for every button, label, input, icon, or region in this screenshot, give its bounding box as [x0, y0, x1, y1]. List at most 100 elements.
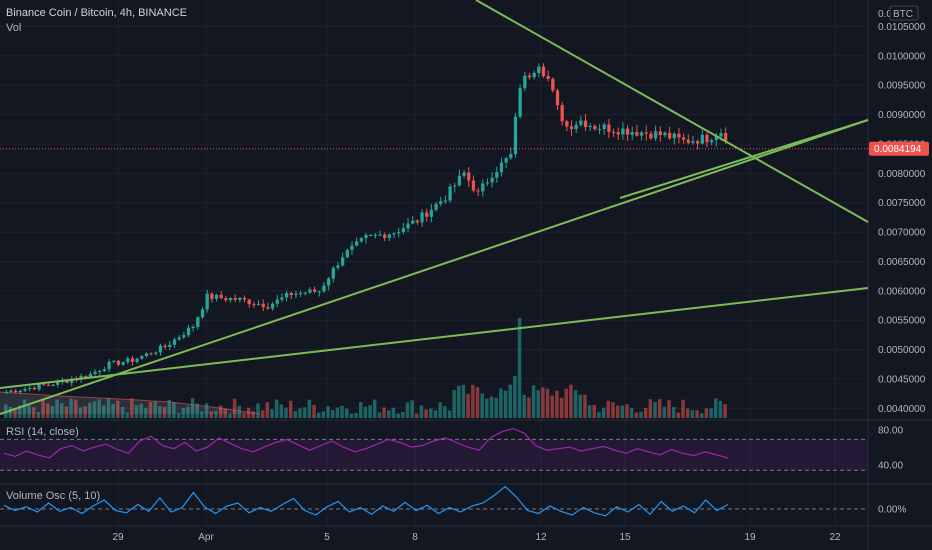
volume-bar	[204, 403, 209, 418]
candle-body	[238, 297, 242, 300]
candle-body	[65, 381, 69, 383]
candle-body	[56, 381, 60, 385]
candle-body	[233, 298, 237, 300]
candle-body	[200, 309, 205, 318]
candle-body	[616, 132, 620, 135]
candle-body	[401, 228, 406, 233]
volume-bar	[335, 407, 340, 418]
volume-bar	[270, 409, 274, 418]
volume-bar	[690, 410, 695, 418]
volume-bar	[433, 410, 438, 418]
rsi-line	[3, 427, 729, 459]
volume-bar	[316, 412, 321, 418]
candle-body	[644, 132, 648, 134]
candle-body	[18, 390, 22, 393]
candle-body	[425, 212, 429, 217]
volume-bar	[368, 405, 372, 418]
volume-bar	[643, 407, 648, 418]
candle-body	[144, 353, 149, 356]
volume-bar	[358, 402, 363, 418]
candle-body	[135, 358, 139, 362]
rsi-tick-label: 80.00	[878, 426, 903, 437]
volume-bar	[167, 399, 171, 418]
volume-bar	[102, 405, 106, 418]
candle-body	[625, 128, 630, 135]
candle-body	[653, 131, 658, 139]
volume-bar	[485, 398, 489, 418]
volume-bar	[172, 402, 176, 418]
price-tick-label: 0.0075000	[878, 198, 926, 209]
price-tick-label: 0.0050000	[878, 345, 926, 356]
candle-body	[149, 353, 153, 355]
candle-body	[294, 293, 298, 295]
volume-bar	[228, 413, 232, 418]
volume-bar	[606, 400, 611, 418]
volume-bar	[653, 401, 657, 418]
volume-bar	[237, 405, 242, 418]
volume-bar	[709, 408, 713, 418]
volume-bar	[592, 404, 597, 418]
symbol-title: Binance Coin / Bitcoin, 4h, BINANCE	[6, 7, 187, 19]
volume-bar	[139, 403, 143, 418]
osc-line	[3, 485, 729, 517]
candle-body	[46, 384, 51, 386]
candle-body	[275, 299, 279, 304]
candle-body	[88, 373, 93, 378]
volume-bar	[466, 393, 470, 418]
volume-bar	[321, 411, 326, 418]
candle-body	[686, 139, 690, 143]
volume-bar	[503, 390, 508, 418]
candle-body	[532, 72, 536, 78]
volume-bar	[256, 403, 260, 418]
volume-bar	[195, 403, 199, 418]
candle-body	[270, 303, 275, 309]
volume-bar	[22, 399, 27, 418]
volume-bar	[298, 408, 302, 418]
candle-body	[98, 371, 102, 373]
volume-bar	[667, 400, 671, 418]
volume-bar	[620, 405, 625, 418]
volume-bar	[704, 408, 709, 418]
candle-body	[714, 136, 718, 141]
candle-body	[14, 390, 18, 393]
candle-body	[93, 371, 97, 374]
time-tick-label: 15	[619, 532, 631, 543]
candle-body	[724, 133, 728, 141]
volume-bar	[13, 407, 17, 418]
candle-body	[256, 303, 261, 305]
volume-bar	[8, 406, 13, 418]
candle-body	[219, 294, 223, 299]
candle-body	[509, 154, 513, 159]
volume-bar	[499, 388, 503, 418]
price-tick-label: 0.0055000	[878, 316, 926, 327]
candle-body	[37, 384, 41, 390]
candle-body	[70, 379, 74, 383]
volume-bar	[260, 410, 265, 418]
candle-body	[387, 234, 391, 238]
volume-bar	[676, 412, 681, 418]
candle-body	[289, 292, 293, 295]
volume-legend-label: Vol	[6, 22, 22, 34]
volume-bar	[489, 396, 494, 418]
candle-body	[163, 345, 167, 347]
time-tick-label: 12	[535, 532, 547, 543]
volume-bar	[64, 406, 69, 418]
volume-bar	[373, 399, 377, 418]
volume-bar	[545, 388, 550, 418]
volume-bar	[634, 412, 639, 418]
volume-bar	[74, 399, 78, 418]
volume-bar	[443, 406, 447, 418]
candle-body	[303, 292, 307, 294]
volume-bar	[391, 407, 396, 418]
candle-body	[719, 133, 723, 137]
candle-body	[350, 245, 354, 250]
trendline	[0, 119, 869, 415]
candle-body	[453, 185, 457, 187]
price-axis-cut-label: 0.0	[878, 9, 892, 20]
time-tick-label: 22	[829, 532, 841, 543]
volume-bar	[611, 402, 615, 418]
candle-body	[186, 327, 191, 336]
volume-bar	[615, 405, 620, 418]
trendline	[619, 119, 869, 199]
